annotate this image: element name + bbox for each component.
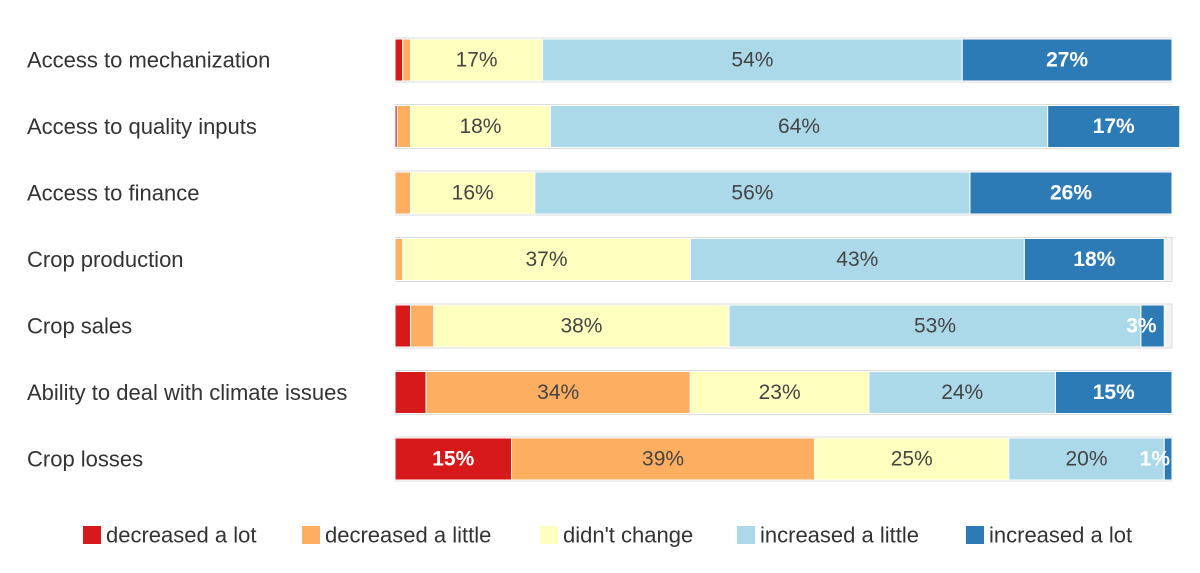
data-label: 15% (432, 448, 474, 471)
legend-swatch (966, 526, 984, 544)
bar-segment (1163, 437, 1173, 481)
bar-segment (1054, 371, 1173, 414)
data-label: 53% (914, 315, 956, 338)
legend-swatch (302, 526, 320, 544)
data-label: 38% (560, 315, 602, 338)
data-label: 34% (537, 381, 579, 404)
bar-segment (1047, 105, 1181, 148)
bar-segment (1023, 238, 1165, 281)
data-label: 3% (1126, 315, 1157, 338)
data-label: 18% (1073, 248, 1115, 271)
legend-item: increased a lot (966, 523, 1132, 548)
data-label: 37% (525, 248, 567, 271)
bar-segment (410, 105, 551, 148)
bar-row: Access to finance 16% 56% 26% (27, 170, 1173, 216)
legend-label: decreased a little (325, 523, 491, 548)
bar-row: Crop losses 15% 39% 25% 20% 1% (27, 436, 1173, 482)
data-label: 39% (642, 448, 684, 471)
legend-item: didn't change (540, 523, 693, 548)
bar-segment (689, 371, 870, 414)
data-label: 25% (891, 448, 933, 471)
bar-segment (969, 171, 1173, 215)
bar-segment (961, 38, 1173, 82)
data-label: 26% (1050, 182, 1092, 205)
data-label: 16% (452, 182, 494, 205)
legend-swatch (83, 526, 101, 544)
bar-segment (689, 238, 1025, 281)
bar-segment (433, 304, 730, 348)
bar-segment (728, 304, 1142, 348)
bar-row: Ability to deal with climate issues 34% 23… (27, 370, 1173, 415)
bar-segment (534, 171, 971, 215)
legend-label: decreased a lot (106, 523, 256, 548)
bar-segment (394, 304, 412, 348)
data-label: 64% (778, 115, 820, 138)
legend-item: decreased a lot (83, 523, 256, 548)
bar-segment (396, 105, 412, 148)
legend-label: didn't change (563, 523, 693, 548)
data-label: 15% (1093, 381, 1135, 404)
bar-segment (410, 304, 435, 348)
legend-item: decreased a little (302, 523, 491, 548)
bar-segment (402, 238, 691, 281)
bar-segment (410, 38, 544, 82)
bar-segment (542, 38, 963, 82)
category-label: Access to mechanization (27, 48, 270, 73)
category-label: Access to finance (27, 181, 199, 206)
bar-segment (410, 171, 536, 215)
data-label: 1% (1140, 448, 1171, 471)
bar-segment (402, 38, 412, 82)
legend-label: increased a lot (989, 523, 1132, 548)
data-label: 18% (459, 115, 501, 138)
category-label: Crop losses (27, 447, 143, 472)
bar-row: Access to quality inputs 18% 64% 17% (27, 104, 1181, 149)
legend-swatch (737, 526, 755, 544)
bar-row: Crop production 37% 43% 18% (27, 237, 1173, 282)
bar-segment (511, 437, 816, 481)
legend-item: increased a little (737, 523, 919, 548)
data-label: 17% (456, 49, 498, 72)
data-label: 43% (836, 248, 878, 271)
category-label: Access to quality inputs (27, 114, 257, 139)
bar-row: Crop sales 38% 53% 3% (27, 303, 1173, 349)
bar-segment (868, 371, 1056, 414)
bar-segment (549, 105, 1049, 148)
bar-segment (1008, 437, 1165, 481)
data-label: 27% (1046, 49, 1088, 72)
data-label: 20% (1066, 448, 1108, 471)
bar-segment (394, 238, 404, 281)
bar-segment (394, 171, 412, 215)
category-label: Ability to deal with climate issues (27, 380, 347, 405)
legend-label: increased a little (760, 523, 919, 548)
data-label: 23% (759, 381, 801, 404)
data-label: 54% (731, 49, 773, 72)
bar-row: Access to mechanization 17% 54% 27% (27, 37, 1173, 83)
chart-legend: decreased a lot decreased a little didn't … (83, 523, 1132, 548)
data-label: 56% (731, 182, 773, 205)
bar-segment (814, 437, 1010, 481)
bar-segment (394, 38, 404, 82)
legend-swatch (540, 526, 558, 544)
bar-segment (394, 437, 513, 481)
category-label: Crop sales (27, 314, 132, 339)
data-label: 24% (941, 381, 983, 404)
category-label: Crop production (27, 247, 184, 272)
bar-segment (1140, 304, 1165, 348)
data-label: 17% (1093, 115, 1135, 138)
bar-segment (394, 371, 427, 414)
